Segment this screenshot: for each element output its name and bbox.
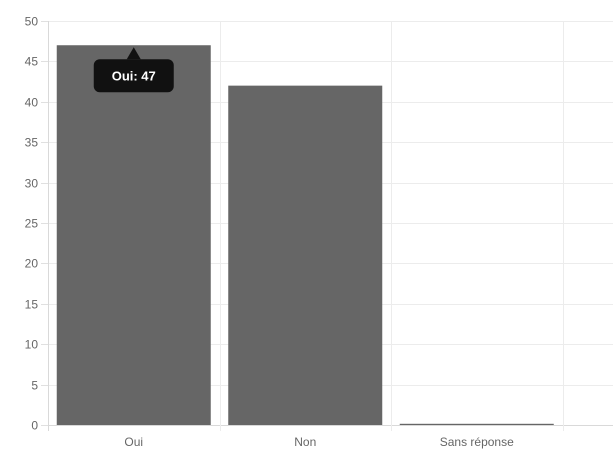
y-tick-label-30: 30 [25,177,39,191]
y-tick-label-0: 0 [31,419,38,433]
y-tick-label-45: 45 [25,55,39,69]
y-tick-label-35: 35 [25,136,39,150]
x-tick-label-2: Sans réponse [440,435,514,449]
y-tick-label-50: 50 [25,15,39,29]
y-tick-label-40: 40 [25,96,39,110]
x-tick-label-0: Oui [124,435,143,449]
bars [56,45,554,426]
bar-non[interactable] [228,85,383,425]
tooltip: Oui: 47 [93,47,174,93]
y-tick-label-10: 10 [25,338,39,352]
x-axis: Oui Non Sans réponse [124,435,514,449]
bar-sans-réponse[interactable] [399,423,554,425]
bar-oui[interactable] [56,45,211,426]
tooltip-caret [126,47,141,60]
tooltip-box [93,59,174,93]
x-tick-label-1: Non [294,435,316,449]
y-tick-label-20: 20 [25,257,39,271]
tooltip-label: Oui: 47 [112,69,156,84]
y-tick-label-15: 15 [25,298,39,312]
y-tick-label-5: 5 [31,379,38,393]
y-tick-label-25: 25 [25,217,39,231]
y-axis: 0 5 10 15 20 25 30 35 40 45 50 [25,15,48,433]
